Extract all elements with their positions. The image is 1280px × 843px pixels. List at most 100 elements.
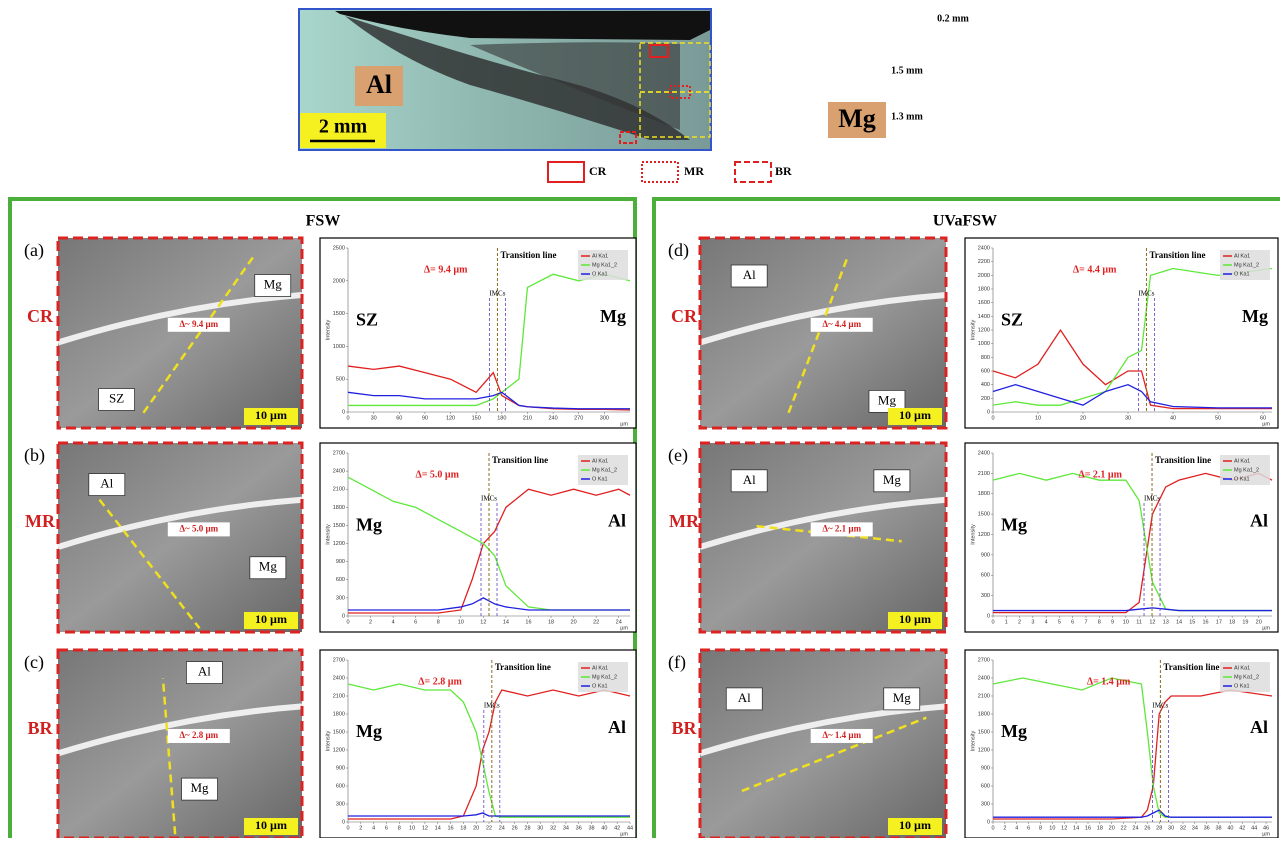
phase-label: Mg	[893, 690, 912, 705]
tool-shoulder	[335, 11, 710, 40]
x-tick-label: 30	[371, 415, 377, 421]
phase-label: Mg	[1001, 514, 1027, 534]
y-tick-label: 1600	[978, 300, 990, 306]
y-tick-label: 0	[342, 409, 345, 415]
scale-label: 10 µm	[255, 818, 287, 832]
x-tick-label: 120	[446, 415, 455, 421]
dim-box	[886, 108, 928, 126]
x-tick-label: 34	[563, 825, 569, 831]
series-line	[992, 267, 1273, 406]
y-tick-label: 1200	[333, 541, 345, 547]
x-tick-label: 14	[435, 825, 441, 831]
delta-label: Δ= 1.4 µm	[1087, 676, 1131, 687]
imcs-label: IMCs	[1138, 290, 1154, 298]
y-tick-label: 2100	[333, 693, 345, 699]
scale-box	[244, 818, 298, 835]
y-tick-label: 2400	[978, 450, 990, 456]
y-tick-label: 2700	[978, 657, 990, 663]
delta-box	[167, 317, 230, 332]
legend-swatch	[547, 161, 585, 183]
series-line	[347, 683, 630, 818]
panel-letter: (f)	[668, 652, 686, 673]
y-tick-label: 1500	[333, 729, 345, 735]
x-tick-label: 210	[523, 415, 532, 421]
scale-box	[888, 818, 942, 835]
label-box	[355, 66, 403, 106]
phase-label: SZ	[109, 390, 124, 405]
label-box	[730, 264, 768, 288]
y-tick-label: 300	[981, 593, 990, 599]
y-tick-label: 1500	[978, 729, 990, 735]
y-tick-label: 300	[336, 595, 345, 601]
sem-frame	[56, 648, 304, 840]
x-axis-label: µm	[620, 625, 628, 631]
phase-label: Al	[743, 267, 756, 282]
x-tick-label: 2	[369, 619, 372, 625]
phase-label: Al	[198, 664, 211, 679]
x-tick-label: 17	[1216, 619, 1222, 625]
panel-letter: (b)	[24, 445, 45, 466]
series-line	[348, 812, 630, 817]
phase-label: Mg	[356, 514, 382, 534]
x-tick-label: 38	[1216, 825, 1222, 831]
dim-box	[886, 62, 928, 80]
x-tick-label: 40	[1170, 415, 1176, 421]
x-axis-label: µm	[620, 831, 628, 837]
x-tick-label: 10	[1049, 825, 1055, 831]
y-tick-label: 900	[981, 765, 990, 771]
x-tick-label: 12	[480, 619, 486, 625]
scan-line	[142, 256, 255, 414]
legend-label: Mg Ka1_2	[1234, 467, 1259, 473]
x-tick-label: 22	[593, 619, 599, 625]
phase-label: Mg	[1001, 721, 1027, 741]
series-line	[993, 607, 1272, 612]
sem-frame	[56, 441, 304, 634]
sem-frame	[698, 236, 948, 430]
delta-label: Δ= 2.8 µm	[418, 676, 462, 687]
y-tick-label: 1500	[333, 523, 345, 529]
delta-label: Δ= 4.4 µm	[1073, 264, 1117, 275]
x-tick-label: 14	[1073, 825, 1079, 831]
delta-label: Δ= 9.4 µm	[424, 264, 468, 275]
y-tick-label: 600	[981, 368, 990, 374]
x-tick-label: 32	[1180, 825, 1186, 831]
x-tick-label: 3	[1031, 619, 1034, 625]
scan-line	[787, 256, 849, 414]
x-tick-label: 42	[1239, 825, 1245, 831]
legend-label: Al Ka1	[1234, 458, 1250, 464]
y-tick-label: 1800	[978, 711, 990, 717]
overview-label: Al	[366, 70, 392, 99]
y-tick-label: 1200	[978, 532, 990, 538]
transition-label: Transition line	[500, 250, 556, 260]
delta-box	[810, 317, 873, 332]
delta-box	[810, 728, 873, 743]
x-tick-label: 8	[398, 825, 401, 831]
label-box	[98, 388, 135, 411]
cr-box	[649, 44, 669, 58]
phase-label: Mg	[264, 276, 283, 291]
mr-box	[669, 85, 691, 99]
x-tick-label: 10	[458, 619, 464, 625]
legend-label: CR	[589, 164, 607, 178]
region-label: BR	[671, 718, 697, 738]
x-tick-label: 8	[437, 619, 440, 625]
x-tick-label: 30	[1168, 825, 1174, 831]
y-axis-label: Intensity	[970, 524, 976, 545]
interface	[699, 496, 947, 550]
phase-label: Al	[608, 717, 626, 737]
x-tick-label: 300	[600, 415, 609, 421]
x-tick-label: 6	[1027, 825, 1030, 831]
y-tick-label: 1200	[978, 747, 990, 753]
x-tick-label: 12	[1149, 619, 1155, 625]
series-line	[993, 689, 1273, 820]
phase-label: SZ	[1001, 310, 1023, 330]
x-tick-label: 4	[1015, 825, 1018, 831]
y-tick-label: 1400	[978, 314, 990, 320]
x-tick-label: 13	[1163, 619, 1169, 625]
y-tick-label: 1800	[333, 711, 345, 717]
x-tick-label: 46	[1263, 825, 1269, 831]
delta-label: Δ~ 4.4 µm	[822, 319, 861, 329]
phase-label: Mg	[878, 392, 897, 407]
legend-label: O Ka1	[592, 476, 608, 482]
transition-label: Transition line	[1155, 455, 1211, 465]
